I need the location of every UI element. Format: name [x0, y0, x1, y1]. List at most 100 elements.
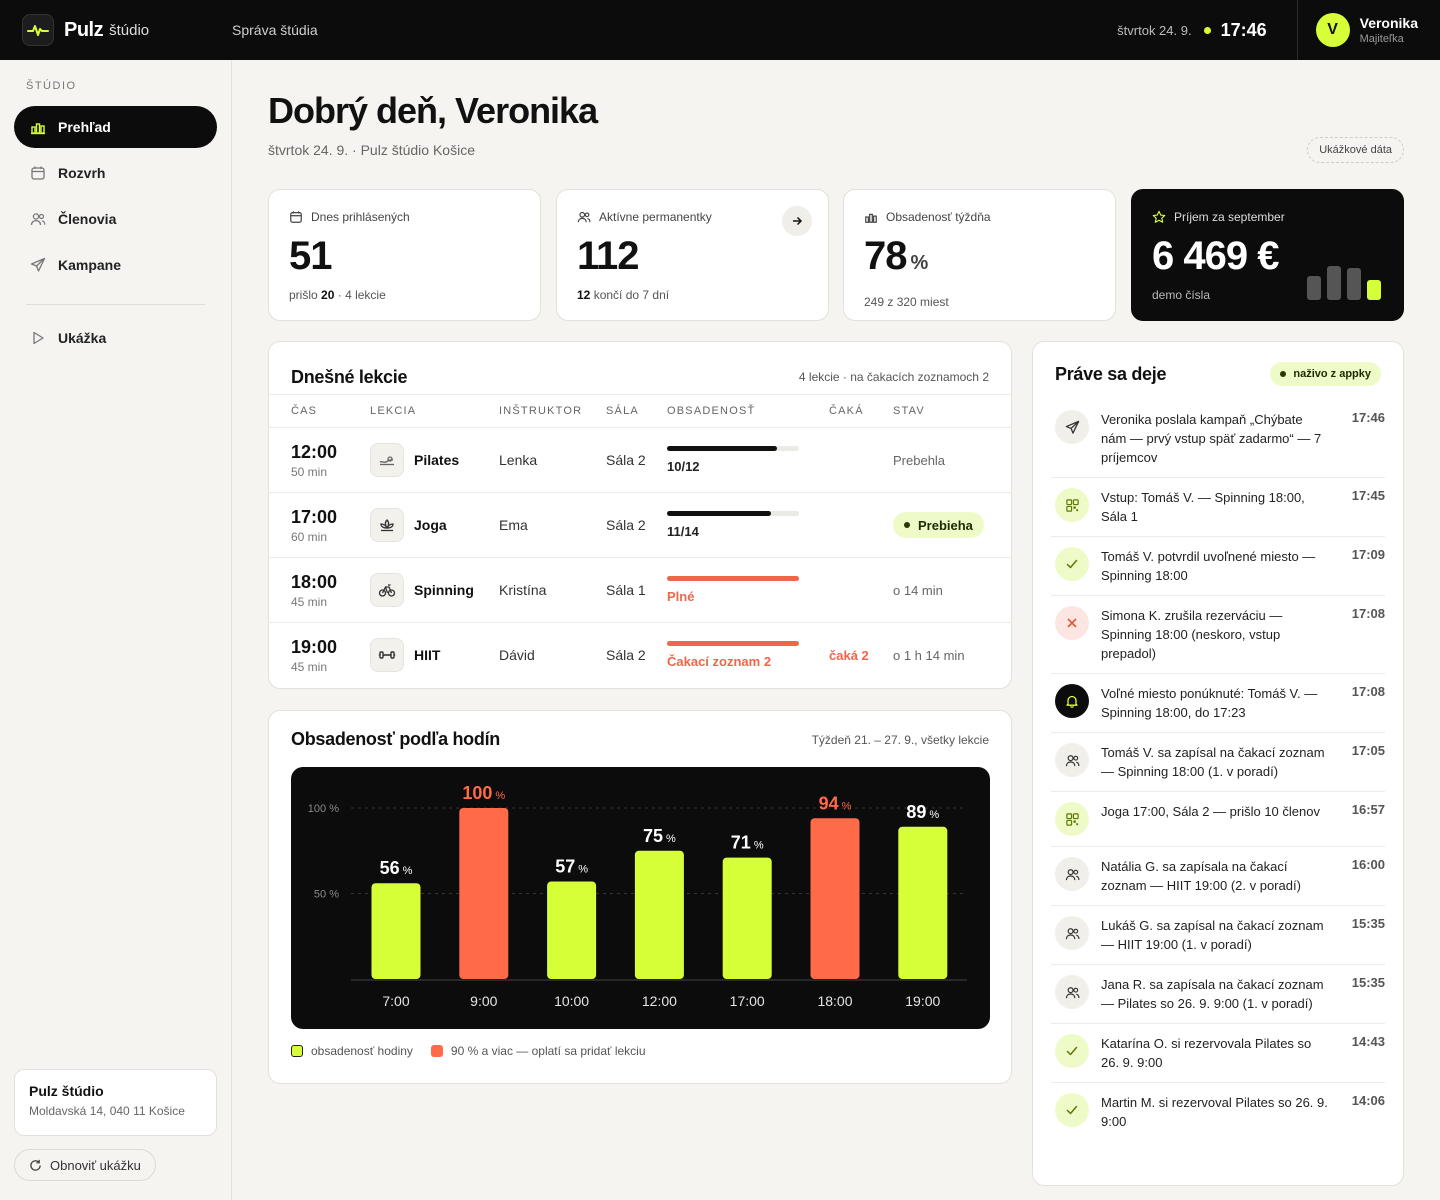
lesson-room: Sála 2 — [606, 647, 646, 664]
x-tick-label: 18:00 — [817, 993, 852, 1009]
feed-item-text: Simona K. zrušila rezerváciu — Spinning … — [1101, 608, 1283, 661]
occupancy-bar — [667, 511, 799, 516]
kpi-revenue: Príjem za september 6 469 € demo čísla — [1131, 189, 1404, 321]
top-date: štvrtok 24. 9. — [1117, 22, 1192, 38]
feed-item-text: Natália G. sa zapísala na čakací zoznam … — [1101, 859, 1301, 893]
top-time: 17:46 — [1220, 19, 1267, 40]
studio-name: Pulz štúdio — [29, 1083, 104, 1099]
lesson-row[interactable]: 17:00 60 min Joga Ema Sála 2 11/14 Prebie… — [269, 492, 1011, 558]
chart-bar[interactable] — [371, 883, 421, 979]
users-icon — [577, 211, 591, 223]
users-icon — [1055, 916, 1089, 950]
sidebar-item-campaigns[interactable]: Kampane — [14, 244, 217, 286]
status-badge: Prebieha — [893, 512, 984, 538]
column-header: SÁLA — [606, 394, 667, 428]
user-menu[interactable]: V Veronika Majiteľka — [1296, 0, 1440, 60]
feed-item[interactable]: Tomáš V. potvrdil uvoľnené miesto — Spin… — [1051, 537, 1385, 596]
feed-item-time: 17:09 — [1351, 547, 1385, 562]
feed-item[interactable]: Tomáš V. sa zapísal na čakací zoznam — S… — [1051, 733, 1385, 792]
kpi-sub: demo čísla — [1152, 288, 1211, 302]
feed-item[interactable]: Lukáš G. sa zapísal na čakací zoznam — H… — [1051, 906, 1385, 965]
kpi-value: 112 — [577, 234, 640, 278]
lesson-row[interactable]: 19:00 45 min HIIT Dávid Sála 2 Čakací zoz… — [269, 623, 1011, 688]
qr-icon — [1055, 488, 1089, 522]
bar-value-label: 71% — [731, 833, 764, 853]
sidebar-item-members[interactable]: Členovia — [14, 198, 217, 240]
chart-bar[interactable] — [810, 818, 860, 979]
sidebar-item-demo[interactable]: Ukážka — [14, 317, 217, 359]
calendar-icon — [290, 211, 302, 223]
brand-logo[interactable]: Pulz štúdio — [22, 14, 232, 46]
feed-item[interactable]: Joga 17:00, Sála 2 — prišlo 10 členov 16… — [1051, 792, 1385, 847]
feed-item-text: Voľné miesto ponúknuté: Tomáš V. — Spinn… — [1101, 686, 1318, 720]
lesson-instructor: Kristína — [499, 557, 606, 623]
bell-icon — [1055, 684, 1089, 718]
occupancy-chart-svg: 100 % 50 % 56 % 7:00 100 % 9:00 57 % 10:00 75 % 12:00… — [308, 783, 967, 1009]
send-icon — [1055, 410, 1089, 444]
lesson-time: 18:00 — [291, 571, 338, 592]
feed-item[interactable]: Voľné miesto ponúknuté: Tomáš V. — Spinn… — [1051, 674, 1385, 733]
lesson-room: Sála 1 — [606, 557, 667, 623]
chart-bar[interactable] — [898, 826, 948, 979]
feed-item[interactable]: Veronika poslala kampaň „Chýbate nám — p… — [1051, 400, 1385, 478]
occupancy-text: Plné — [667, 589, 695, 604]
reset-demo-button[interactable]: Obnoviť ukážku — [14, 1149, 156, 1181]
arrow-right-icon[interactable] — [782, 206, 812, 236]
chart-bar[interactable] — [547, 881, 597, 979]
lesson-instructor: Lenka — [499, 427, 606, 493]
lotus-icon — [370, 508, 404, 542]
column-header: INŠTRUKTOR — [499, 394, 606, 428]
lesson-name: Joga — [414, 517, 447, 533]
kpi-row: Dnes prihlásených 51 prišlo 20 · 4 lekci… — [268, 189, 1404, 321]
lesson-row[interactable]: 12:00 50 min Pilates Lenka Sála 2 10/12 P… — [269, 427, 1011, 493]
check-icon — [1055, 1034, 1089, 1068]
calendar-icon — [31, 166, 45, 180]
feed-item-text: Veronika poslala kampaň „Chýbate nám — p… — [1101, 412, 1322, 465]
column-header: LEKCIA — [370, 394, 499, 428]
occupancy-bar-fill — [667, 641, 799, 647]
top-nav-studio-admin[interactable]: Správa štúdia — [232, 22, 318, 38]
feed-item-text: Jana R. sa zapísala na čakací zoznam — P… — [1101, 977, 1324, 1011]
feed-item-time: 15:35 — [1351, 975, 1385, 990]
lesson-name: Spinning — [414, 582, 474, 598]
occupancy-text: 11/14 — [667, 524, 699, 539]
sidebar-item-overview[interactable]: Prehľad — [14, 106, 217, 148]
feed-item[interactable]: Natália G. sa zapísala na čakací zoznam … — [1051, 847, 1385, 906]
lesson-duration: 50 min — [291, 464, 328, 479]
pulse-icon — [22, 14, 54, 46]
lessons-table: ČAS LEKCIA INŠTRUKTOR SÁLA OBSADENOSŤ ČA… — [269, 394, 1011, 688]
chart-bar[interactable] — [459, 808, 509, 979]
hours-title: Obsadenosť podľa hodín — [291, 729, 500, 749]
feed-item[interactable]: Jana R. sa zapísala na čakací zoznam — P… — [1051, 965, 1385, 1024]
demo-data-badge[interactable]: Ukážkové dáta — [1307, 137, 1404, 163]
feed-item-text: Martin M. si rezervoval Pilates so 26. 9… — [1101, 1095, 1328, 1129]
bar-value-label: 57% — [555, 857, 588, 877]
feed-item[interactable]: Simona K. zrušila rezerváciu — Spinning … — [1051, 596, 1385, 674]
kpi-active-passes[interactable]: Aktívne permanentky 112 12 končí do 7 dn… — [556, 189, 829, 321]
sidebar-item-schedule[interactable]: Rozvrh — [14, 152, 217, 194]
lesson-instructor: Dávid — [499, 647, 535, 664]
bar-chart-icon — [865, 213, 877, 223]
check-icon — [1055, 1093, 1089, 1127]
occupancy-text: 10/12 — [667, 459, 700, 474]
feed-item-time: 17:46 — [1351, 410, 1385, 425]
lesson-row[interactable]: 18:00 45 min Spinning Kristína Sála 1 Pln… — [269, 557, 1011, 623]
feed-item[interactable]: Martin M. si rezervoval Pilates so 26. 9… — [1051, 1083, 1385, 1141]
main-content: Dobrý deň, Veronika štvrtok 24. 9. · Pul… — [268, 60, 1404, 1186]
feed-item[interactable]: Katarína O. si rezervovala Pilates so 26… — [1051, 1024, 1385, 1083]
feed-item-time: 14:43 — [1351, 1034, 1385, 1049]
kpi-label: Aktívne permanentky — [599, 210, 712, 224]
column-header: OBSADENOSŤ — [667, 394, 829, 428]
legend-swatch-normal — [291, 1045, 303, 1057]
chart-bar[interactable] — [722, 857, 772, 979]
brand-name: Pulz — [64, 18, 104, 41]
lesson-name: Pilates — [414, 452, 460, 468]
feed-item-text: Katarína O. si rezervovala Pilates so 26… — [1101, 1036, 1312, 1070]
feed-item[interactable]: Vstup: Tomáš V. — Spinning 18:00, Sála 1… — [1051, 478, 1385, 537]
lesson-name: HIIT — [414, 647, 441, 664]
users-icon — [1055, 743, 1089, 777]
feed-item-time: 17:08 — [1351, 606, 1385, 621]
occupancy-chart: 100 % 50 % 56% 7:00 100% 9:00 57% 10:00 75% 12:00… — [291, 767, 990, 1029]
studio-address: Moldavská 14, 040 11 Košice — [29, 1104, 185, 1118]
chart-bar[interactable] — [634, 850, 684, 979]
